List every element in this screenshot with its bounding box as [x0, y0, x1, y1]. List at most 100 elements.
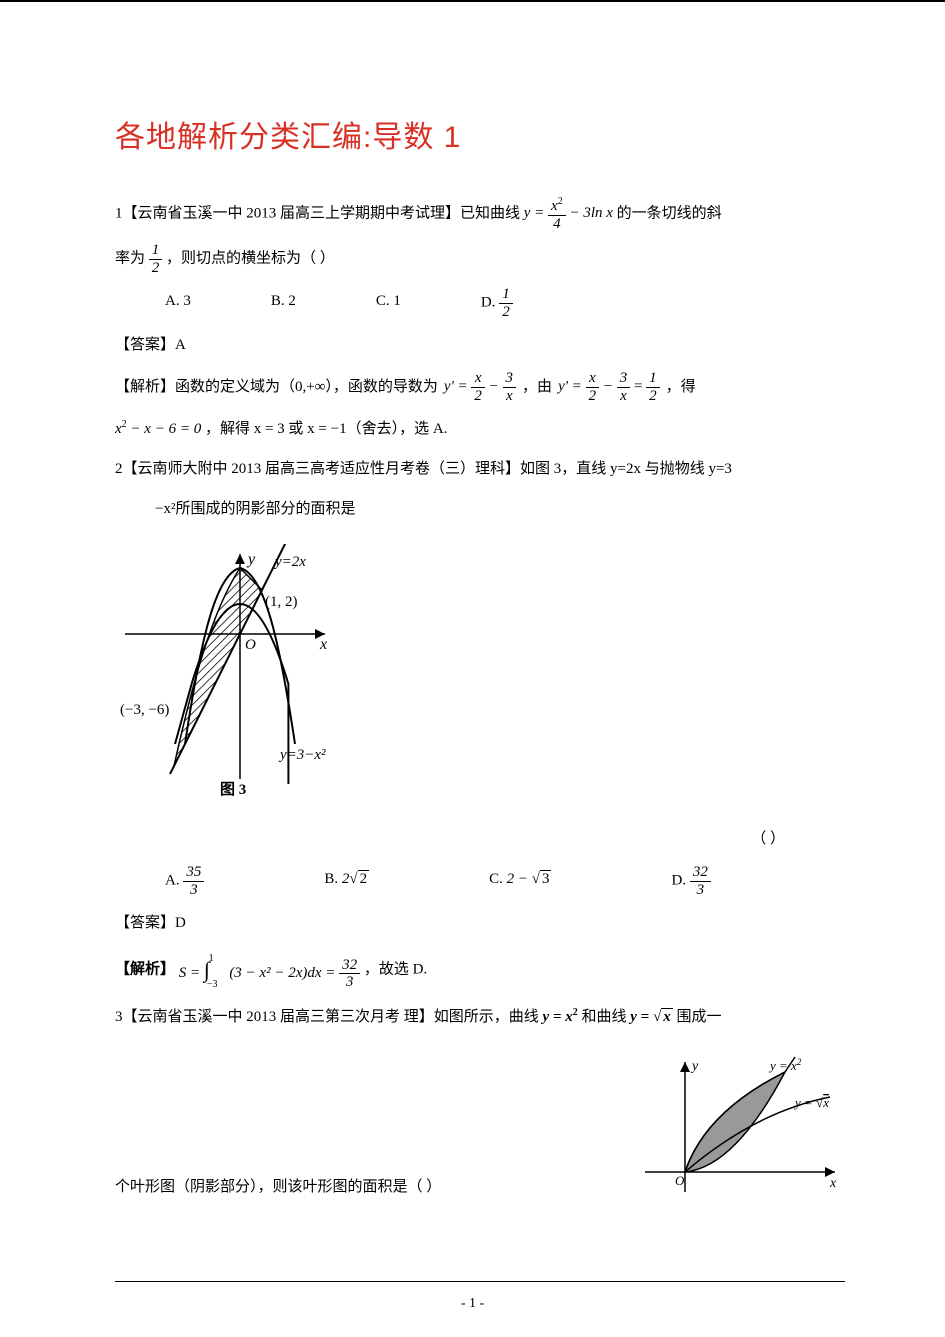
d-lhs: y' = — [444, 378, 468, 394]
exp-t3: ，得 — [666, 372, 696, 402]
opt-d-pre: D. — [481, 294, 499, 310]
x: x — [115, 421, 122, 437]
origin-label: O — [675, 1173, 685, 1188]
pt2-label: (−3, −6) — [120, 702, 169, 718]
num: x — [551, 198, 558, 214]
line-label: y=2x — [273, 554, 306, 570]
fraction: 323 — [690, 864, 711, 898]
p3-pre: 3【云南省玉溪一中 2013 届高三第三次月考 理】如图所示，曲线 — [115, 1009, 543, 1025]
parabola-label: y=3−x² — [278, 747, 326, 763]
den: x — [503, 388, 517, 405]
curve2-label: y = √x — [793, 1095, 829, 1110]
d-lhs2: y' = — [558, 378, 582, 394]
fraction: 3x — [503, 370, 517, 404]
exp-label: 【解析】 — [115, 961, 175, 977]
fraction: x2 4 — [548, 196, 566, 232]
axis-x-label: x — [829, 1176, 837, 1191]
problem-2-line-1: 2【云南师大附中 2013 届高三高考适应性月考卷（三）理科】如图 3，直线 y… — [115, 454, 845, 484]
option-d: D. 323 — [671, 864, 710, 898]
figure-3-svg: y x O y=2x (1, 2) (−3, −6) y=3−x² 图 3 — [115, 544, 345, 799]
p3-post: 围成一 — [676, 1009, 721, 1025]
option-b: B. 2 — [271, 286, 296, 320]
minus: − — [489, 378, 503, 394]
exp-t1: 函数的定义域为（0,+∞），函数的导数为 — [175, 372, 438, 402]
num: x — [471, 370, 485, 388]
c2rad: x — [822, 1095, 829, 1110]
sup: 2 — [558, 196, 563, 207]
problem-2-explanation: 【解析】 S = ∫−31 (3 − x² − 2x)dx = 323 ，故选 … — [115, 948, 845, 992]
p1-l2-post: ，则切点的横坐标为（ ） — [166, 250, 335, 266]
problem-1-answer: 【答案】A — [115, 330, 845, 360]
num: 32 — [339, 957, 360, 975]
axis-y-label: y — [690, 1059, 699, 1074]
p1-l2-pre: 率为 — [115, 250, 145, 266]
num: 3 — [503, 370, 517, 388]
problem-1-explanation: 【解析】 函数的定义域为（0,+∞），函数的导数为 y' = x2 − 3x ，… — [115, 370, 845, 404]
pt1-label: (1, 2) — [265, 594, 298, 610]
page-number: - 1 - — [0, 1296, 945, 1312]
num: x — [586, 370, 600, 388]
problem-2-paren: （ ） — [115, 824, 845, 854]
p1-eq-lhs: y = — [524, 205, 545, 221]
num: 3 — [617, 370, 631, 388]
a-pre: A. — [165, 872, 183, 888]
num: 1 — [646, 370, 660, 388]
problem-1-explanation-line-2: x2 − x − 6 = 0 ，解得 x = 3 或 x = −1（舍去），选 … — [115, 414, 845, 444]
fraction-half: 1 2 — [149, 242, 163, 276]
problem-3-line-2-with-figure: 个叶形图（阴影部分），则该叶形图的面积是（ ） y x O — [115, 1042, 845, 1212]
b-pre: B. — [324, 871, 342, 887]
rad-body: 2 — [358, 870, 370, 887]
integral: S = ∫−31 (3 − x² − 2x)dx = 323 — [179, 965, 364, 981]
s-pre: S = — [179, 965, 204, 981]
sqrt: √x — [653, 1008, 673, 1025]
option-c: C. 2 − √3 — [489, 864, 551, 898]
option-c: C. 1 — [376, 286, 401, 320]
int-hi: 1 — [209, 953, 214, 964]
eq2-lhs: y = — [630, 1009, 653, 1025]
problem-3-line-1: 3【云南省玉溪一中 2013 届高三第三次月考 理】如图所示，曲线 y = x2… — [115, 1002, 845, 1032]
derivative-eq-2: y' = x2 − 3x = 12 — [558, 370, 660, 404]
exp-t2: ，由 — [522, 372, 552, 402]
problem-2-options: A. 353 B. 2√2 C. 2 − √3 D. 323 — [115, 864, 845, 898]
int-body: (3 − x² − 2x)dx = — [229, 965, 339, 981]
derivative-eq-1: y' = x2 − 3x — [444, 370, 516, 404]
minus2: − — [603, 378, 617, 394]
option-b: B. 2√2 — [324, 864, 369, 898]
den: 3 — [339, 974, 360, 991]
c-pre: C. — [489, 871, 507, 887]
p3-mid: 和曲线 — [581, 1009, 630, 1025]
den: 2 — [646, 388, 660, 405]
axis-x-label: x — [319, 636, 327, 653]
sqrt: √3 — [532, 870, 552, 887]
paren: （ ） — [751, 831, 785, 847]
den: 3 — [183, 882, 204, 899]
option-a: A. 353 — [165, 864, 204, 898]
rad-body: x — [661, 1008, 673, 1025]
eq1-lhs: y = x — [543, 1009, 573, 1025]
origin-label: O — [245, 637, 256, 653]
exp-tail: ，故选 D. — [364, 961, 427, 977]
fraction: 323 — [339, 957, 360, 991]
p3-line2: 个叶形图（阴影部分），则该叶形图的面积是（ ） — [115, 1172, 615, 1202]
den: 2 — [499, 304, 513, 321]
fraction: 353 — [183, 864, 204, 898]
p1-eq-tail: − 3ln x — [569, 205, 612, 221]
document-title: 各地解析分类汇编:导数 1 — [115, 112, 845, 156]
figure-caption: 图 3 — [220, 781, 246, 798]
p1-intro-pre: 1【云南省玉溪一中 2013 届高三上学期期中考试理】已知曲线 — [115, 205, 524, 221]
den: 2 — [471, 388, 485, 405]
option-a: A. 3 — [165, 286, 191, 320]
num: 32 — [690, 864, 711, 882]
fraction: x2 — [471, 370, 485, 404]
sup: 2 — [573, 1007, 578, 1018]
p1-l4-text: ，解得 x = 3 或 x = −1（舍去），选 A. — [205, 421, 447, 437]
den: 3 — [690, 882, 711, 899]
eq2: y = √x — [630, 1008, 672, 1025]
problem-1-line-2: 率为 1 2 ，则切点的横坐标为（ ） — [115, 242, 845, 276]
d-pre: D. — [671, 872, 689, 888]
fraction: 1 2 — [499, 286, 513, 320]
fraction: 12 — [646, 370, 660, 404]
problem-1-options: A. 3 B. 2 C. 1 D. 1 2 — [115, 286, 845, 320]
c1sup: 2 — [797, 1057, 802, 1067]
rad-body: 3 — [540, 870, 552, 887]
